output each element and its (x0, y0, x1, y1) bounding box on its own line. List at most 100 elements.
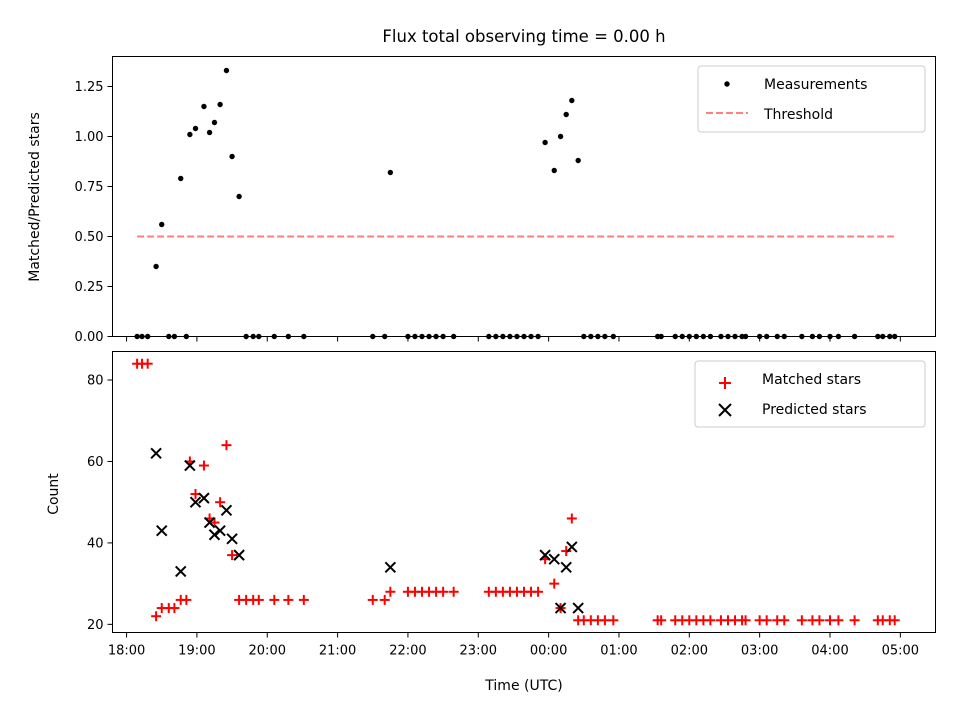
matched-star-point (438, 586, 449, 597)
predicted-star-point (539, 549, 551, 561)
predicted-star-point (156, 524, 168, 537)
predicted-star-point (220, 504, 233, 517)
matched-star-point (215, 497, 226, 508)
matched-star-point (740, 615, 751, 626)
matched-star-point (142, 358, 153, 369)
matched-star-point (608, 615, 619, 626)
measurement-point (223, 67, 230, 74)
measurement-point (569, 97, 575, 104)
measurement-point (192, 125, 199, 132)
x-tick-label: 19:00 (178, 644, 215, 659)
top-y-tick-label: 0.00 (75, 330, 104, 345)
matched-star-point (561, 546, 572, 557)
predicted-star-point (233, 549, 245, 561)
matched-star-point (796, 615, 807, 626)
matched-star-point (283, 594, 294, 605)
measurement-point (563, 111, 569, 118)
top-y-tick-label: 1.25 (75, 80, 104, 95)
matched-star-point (814, 615, 825, 626)
matched-star-point (169, 603, 180, 614)
measurement-point (159, 221, 165, 228)
predicted-star-point (572, 602, 584, 614)
matched-star-point (549, 578, 560, 589)
matched-star-point (209, 517, 220, 528)
bottom-y-tick-label: 40 (87, 536, 104, 551)
matched-star-point (889, 615, 900, 626)
bottom-y-tick-label: 20 (87, 618, 104, 633)
measurement-point (187, 131, 193, 138)
bottom-y-axis-label: Count (46, 473, 62, 515)
x-tick-label: 02:00 (671, 644, 708, 659)
top-y-axis-label: Matched/Predicted stars (27, 112, 43, 282)
matched-star-point (779, 615, 790, 626)
bottom-y-tick-label: 80 (87, 374, 104, 389)
top-y-tick-label: 0.75 (75, 180, 104, 195)
matched-star-point (761, 615, 772, 626)
bottom-data-layer (132, 358, 900, 626)
measurement-point (217, 101, 223, 108)
chart-title: Flux total observing time = 0.00 h (382, 27, 665, 46)
measurement-point (551, 167, 557, 174)
measurement-point (236, 193, 242, 200)
predicted-star-point (203, 516, 216, 529)
legend-measurements-marker (724, 81, 730, 87)
legend-predicted-label: Predicted stars (762, 402, 867, 418)
legend-matched-label: Matched stars (762, 372, 861, 388)
matched-star-point (198, 460, 209, 471)
bottom-axes-frame (112, 351, 936, 633)
matched-star-point (253, 594, 264, 605)
x-tick-label: 21:00 (319, 644, 356, 659)
top-axes-frame (112, 56, 936, 337)
measurement-point (542, 139, 548, 146)
measurement-point (557, 133, 564, 140)
matched-star-point (181, 594, 192, 605)
x-tick-label: 20:00 (249, 644, 286, 659)
predicted-star-point (560, 561, 572, 574)
bottom-legend-box (694, 360, 926, 428)
matched-star-point (533, 586, 544, 597)
top-plot-area: 0.00 0.25 0.50 0.75 1.00 1.25 (75, 80, 901, 345)
x-tick-label: 03:00 (741, 644, 778, 659)
predicted-star-point (198, 492, 210, 504)
matched-star-point (566, 513, 577, 524)
legend-threshold-label: Threshold (763, 107, 833, 123)
matched-star-point (151, 611, 162, 622)
matched-star-point (379, 594, 390, 605)
matched-star-point (833, 615, 844, 626)
top-y-tick-label: 0.25 (75, 280, 104, 295)
legend-predicted-marker (718, 403, 732, 417)
predicted-star-point (189, 496, 202, 508)
legend-matched-marker (719, 377, 731, 389)
x-tick-label: 04:00 (811, 644, 848, 659)
matched-star-point (849, 615, 860, 626)
top-legend-box (697, 65, 926, 133)
measurement-point (153, 263, 159, 270)
predicted-star-point (175, 565, 187, 578)
x-axis-label: Time (UTC) (484, 678, 562, 694)
legend-measurements-label: Measurements (764, 77, 867, 93)
measurement-point (387, 169, 394, 176)
matched-star-point (448, 586, 459, 597)
x-tick-label: 18:00 (108, 644, 145, 659)
bottom-legend: Matched stars Predicted stars (694, 360, 926, 428)
matched-star-point (227, 550, 238, 561)
matched-star-point (824, 615, 835, 626)
measurement-point (575, 157, 581, 164)
matched-star-point (367, 594, 378, 605)
matched-star-point (269, 594, 280, 605)
matched-star-point (656, 615, 667, 626)
measurement-point (178, 175, 184, 182)
predicted-star-point (226, 533, 238, 545)
x-tick-label: 01:00 (600, 644, 637, 659)
predicted-star-point (184, 459, 196, 472)
predicted-star-point (554, 602, 567, 614)
predicted-star-point (384, 561, 397, 574)
top-y-tick-label: 0.50 (75, 230, 104, 245)
top-legend: Measurements Threshold (697, 65, 926, 133)
measurement-point (206, 129, 213, 136)
measurement-point (229, 153, 235, 160)
top-y-tick-label: 1.00 (75, 130, 104, 145)
matched-star-point (599, 615, 610, 626)
matched-star-point (221, 440, 232, 451)
bottom-y-tick-label: 60 (87, 455, 104, 470)
